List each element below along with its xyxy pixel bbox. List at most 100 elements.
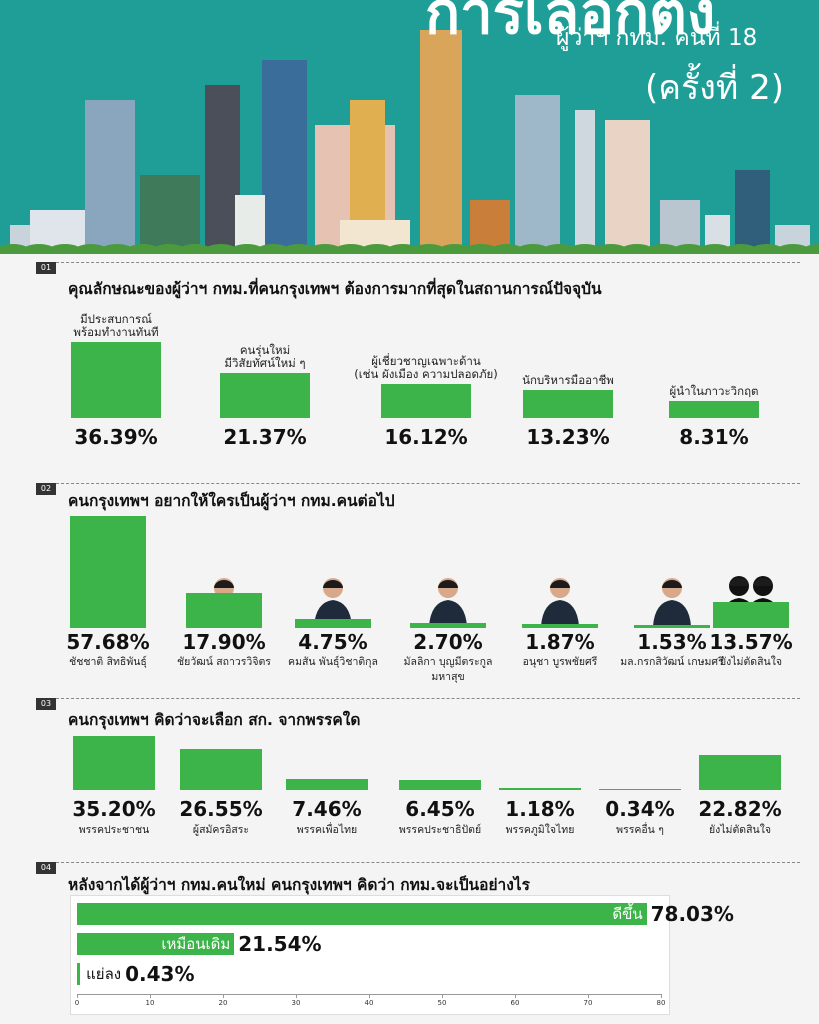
- x-tick-label: 50: [437, 999, 447, 1007]
- category-label: ผู้สมัครอิสระ: [192, 824, 250, 836]
- category-label: ยังไม่ตัดสินใจ: [709, 824, 771, 836]
- category-label: มัลลิกา บุญมีตระกูล มหาสุข: [403, 656, 493, 683]
- building: [262, 60, 307, 258]
- value-label: 4.75%: [298, 630, 368, 654]
- bar: [522, 624, 598, 628]
- category-label: แย่ลง: [86, 965, 122, 983]
- portrait: [653, 578, 691, 626]
- category-label: เหมือนเดิม: [161, 935, 231, 953]
- category-label: นักบริหารมืออาชีพ: [522, 373, 614, 388]
- bar: [77, 963, 81, 985]
- bar: [186, 593, 262, 628]
- portrait: [541, 578, 579, 626]
- bar: [599, 789, 681, 790]
- header: การเลือกตั้ง ผู้ว่าฯ กทม. คนที่ 18 (ครั้…: [0, 0, 819, 258]
- chart-title: คุณลักษณะของผู้ว่าฯ กทม.ที่คนกรุงเทพฯ ต้…: [68, 280, 602, 298]
- value-label: 13.23%: [526, 425, 610, 449]
- value-label: 35.20%: [72, 797, 156, 821]
- category-label: ชัชชาติ สิทธิพันธุ์: [69, 656, 147, 668]
- bar: [295, 618, 371, 628]
- x-tick-label: 20: [218, 999, 228, 1007]
- category-label: มล.กรกสิวัฒน์ เกษมศรี: [620, 656, 724, 668]
- section-divider: [36, 862, 800, 863]
- header-round: (ครั้งที่ 2): [645, 68, 784, 108]
- value-label: 1.53%: [637, 630, 707, 654]
- tick-mark: [150, 994, 151, 998]
- x-tick-label: 30: [291, 999, 301, 1007]
- value-label: 16.12%: [384, 425, 468, 449]
- category-label: ดีขึ้น: [612, 905, 643, 923]
- x-tick-label: 60: [510, 999, 520, 1007]
- section-divider: [36, 483, 800, 484]
- value-label: 22.82%: [698, 797, 782, 821]
- building: [420, 30, 462, 258]
- bar: [73, 736, 155, 790]
- section-divider: [36, 698, 800, 699]
- value-label: 8.31%: [679, 425, 749, 449]
- bar: [410, 622, 486, 628]
- value-label: 0.34%: [605, 797, 675, 821]
- bar: [381, 384, 471, 418]
- bar: [286, 778, 368, 790]
- building: [605, 120, 650, 258]
- tick-mark: [661, 994, 662, 998]
- category-label: พรรคเพื่อไทย: [296, 824, 358, 836]
- building: [735, 170, 770, 258]
- bar: [523, 390, 613, 418]
- ground: [0, 254, 819, 258]
- category-label: พรรคประชาธิปัตย์: [398, 824, 482, 836]
- tick-mark: [77, 994, 78, 998]
- tick-mark: [515, 994, 516, 998]
- value-label: 17.90%: [182, 630, 266, 654]
- bar: [399, 780, 481, 790]
- tick-mark: [442, 994, 443, 998]
- value-label: 36.39%: [74, 425, 158, 449]
- bar: [220, 373, 310, 418]
- category-label: มีประสบการณ์ พร้อมทำงานทันที: [73, 311, 159, 339]
- value-label: 6.45%: [405, 797, 475, 821]
- value-label: 26.55%: [179, 797, 263, 821]
- bar: [77, 903, 647, 925]
- building: [205, 85, 240, 258]
- category-label: ยังไม่ตัดสินใจ: [720, 656, 782, 668]
- category-label: คนรุ่นใหม่ มีวิสัยทัศน์ใหม่ ๆ: [224, 343, 306, 371]
- category-label: พรรคภูมิใจไทย: [505, 824, 575, 836]
- value-label: 78.03%: [650, 902, 734, 926]
- bar: [499, 788, 581, 790]
- tick-mark: [369, 994, 370, 998]
- chart-title: หลังจากได้ผู้ว่าฯ กทม.คนใหม่ คนกรุงเทพฯ …: [68, 876, 530, 894]
- section-number: 02: [36, 483, 56, 495]
- category-label: พรรคประชาชน: [78, 824, 150, 836]
- value-label: 1.87%: [525, 630, 595, 654]
- value-label: 2.70%: [413, 630, 483, 654]
- x-tick-label: 10: [145, 999, 155, 1007]
- value-label: 21.54%: [238, 932, 322, 956]
- category-label: ผู้นำในภาวะวิกฤต: [669, 383, 759, 398]
- bar: [713, 601, 789, 628]
- chart-title: คนกรุงเทพฯ อยากให้ใครเป็นผู้ว่าฯ กทม.คนต…: [68, 492, 395, 510]
- header-subtitle: ผู้ว่าฯ กทม. คนที่ 18: [556, 25, 758, 51]
- value-label: 21.37%: [223, 425, 307, 449]
- value-label: 1.18%: [505, 797, 575, 821]
- chart-title: คนกรุงเทพฯ คิดว่าจะเลือก สก. จากพรรคใด: [68, 711, 361, 729]
- value-label: 13.57%: [709, 630, 793, 654]
- bar: [77, 933, 235, 955]
- bar: [70, 516, 146, 628]
- category-label: ผู้เชี่ยวชาญเฉพาะด้าน (เช่น ผังเมือง ควา…: [354, 354, 498, 382]
- bar: [699, 755, 781, 790]
- bar: [669, 400, 759, 418]
- building: [575, 110, 595, 258]
- category-label: พรรคอื่น ๆ: [616, 824, 664, 836]
- building: [85, 100, 135, 258]
- x-tick-label: 0: [74, 999, 80, 1007]
- section-divider: [36, 262, 800, 263]
- tick-mark: [296, 994, 297, 998]
- bar: [180, 749, 262, 790]
- tick-mark: [223, 994, 224, 998]
- header-title: การเลือกตั้ง: [425, 0, 716, 47]
- skyline: [0, 30, 819, 258]
- tick-mark: [588, 994, 589, 998]
- label-row: แย่ลง 0.43%: [86, 961, 194, 987]
- value-label: 57.68%: [66, 630, 150, 654]
